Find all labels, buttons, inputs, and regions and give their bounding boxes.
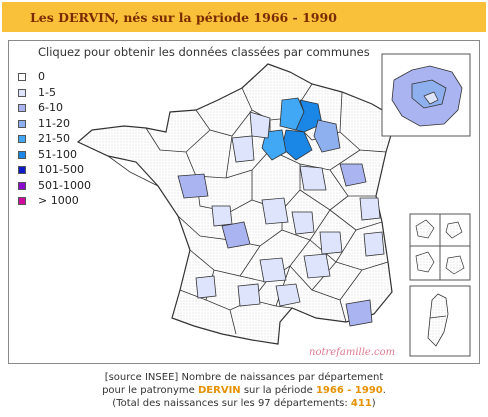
region-6-10[interactable]	[177, 173, 209, 199]
legend-swatch	[18, 88, 26, 97]
legend-swatch	[18, 73, 26, 81]
surname-highlight: DERVIN	[198, 385, 241, 396]
corsica-inset[interactable]	[409, 285, 471, 357]
legend-label: 21-50	[38, 132, 70, 145]
region-1-5-group[interactable]	[195, 111, 385, 307]
legend-label: 101-500	[38, 163, 84, 176]
footer-line-3: (Total des naissances sur les 97 départe…	[0, 397, 488, 410]
legend-swatch	[18, 104, 26, 112]
legend-label: 1-5	[38, 85, 56, 99]
period-highlight: 1966 - 1990	[315, 385, 383, 396]
legend-swatch	[18, 197, 26, 205]
legend-swatch	[18, 135, 26, 143]
footer-line-3-prefix: (Total des naissances sur les 97 départe…	[112, 398, 351, 409]
footer-line-2: pour le patronyme DERVIN sur la période …	[0, 384, 488, 397]
overseas-inset[interactable]	[409, 213, 471, 281]
footer-line-3-suffix: )	[371, 398, 376, 409]
footer-line-2-mid: sur la période	[240, 385, 316, 396]
legend-label: 0	[38, 70, 45, 83]
footer-caption: [source INSEE] Nombre de naissances par …	[0, 371, 488, 410]
legend-label: > 1000	[38, 194, 79, 207]
footer-line-1: [source INSEE] Nombre de naissances par …	[104, 372, 384, 383]
legend-label: 6-10	[38, 101, 63, 114]
watermark: notrefamille.com	[309, 347, 396, 358]
region-11-20[interactable]	[313, 119, 341, 153]
map-hint: Cliquez pour obtenir les données classée…	[38, 45, 370, 59]
legend-label: 11-20	[38, 116, 70, 130]
title-bar: Les DERVIN, nés sur la période 1966 - 19…	[2, 2, 486, 32]
france-outline	[76, 63, 397, 345]
legend-label: 51-100	[38, 147, 77, 161]
region-6-10-d[interactable]	[345, 299, 373, 327]
total-highlight: 411	[350, 398, 372, 409]
legend-swatch	[18, 119, 26, 128]
region-6-10-b[interactable]	[221, 221, 251, 249]
footer-line-2-suffix: .	[382, 385, 386, 396]
region-6-10-c[interactable]	[339, 163, 367, 187]
legend-label: 501-1000	[38, 178, 91, 192]
legend-swatch	[18, 150, 26, 159]
paris-inset[interactable]	[381, 53, 471, 137]
page-title: Les DERVIN, nés sur la période 1966 - 19…	[30, 10, 337, 25]
legend-swatch	[18, 181, 26, 190]
legend-swatch	[18, 166, 26, 174]
footer-line-2-prefix: pour le patronyme	[102, 385, 198, 396]
